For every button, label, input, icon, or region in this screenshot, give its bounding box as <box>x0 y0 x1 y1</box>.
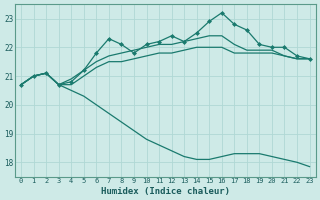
X-axis label: Humidex (Indice chaleur): Humidex (Indice chaleur) <box>101 187 230 196</box>
